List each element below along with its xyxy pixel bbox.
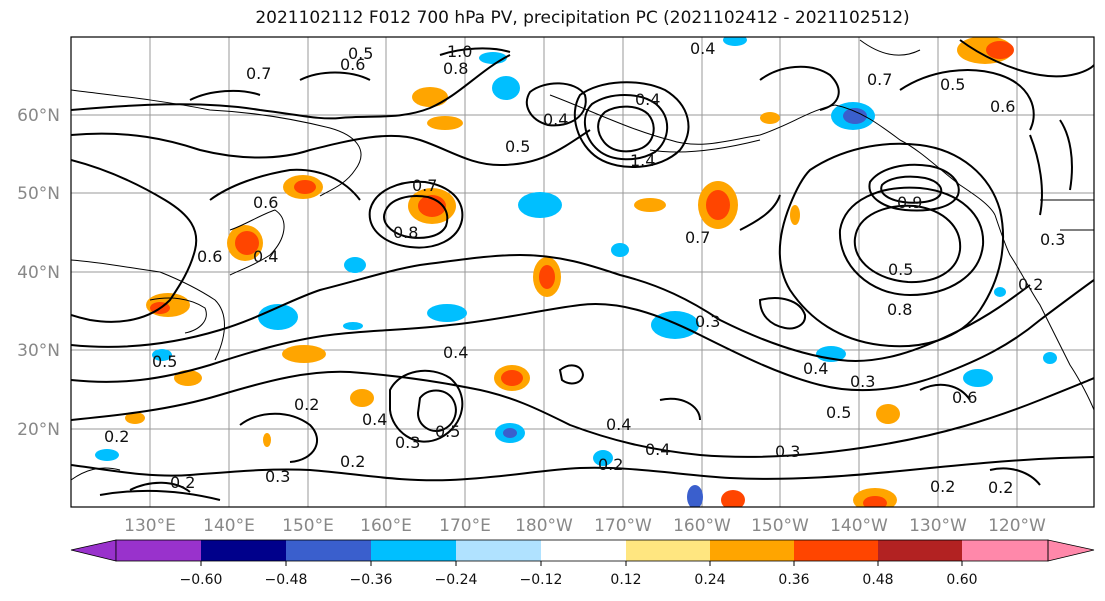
contour-label: 0.4 (253, 247, 278, 266)
lon-label: 120°W (988, 516, 1046, 536)
precip-negative (95, 37, 1057, 507)
colorbar-segment (116, 540, 201, 561)
contour-label: 0.3 (775, 442, 800, 461)
contour-label: 0.4 (645, 440, 670, 459)
contour-label: 0.4 (606, 415, 631, 434)
colorbar-segment (962, 540, 1048, 561)
lon-label: 180°W (515, 516, 573, 536)
colorbar-extend-left (70, 539, 117, 562)
lon-label: 130°W (909, 516, 967, 536)
colorbar-segment (878, 540, 962, 561)
colorbar-segment (201, 540, 286, 561)
contour-label: 0.6 (952, 388, 977, 407)
contour-label: 0.5 (940, 75, 965, 94)
lon-label: 160°W (673, 516, 731, 536)
lon-label: 130°E (124, 516, 176, 536)
colorbar-tick: 0.12 (610, 572, 641, 588)
contour-label: 0.4 (803, 359, 828, 378)
colorbar-tick: −0.48 (265, 572, 308, 588)
contour-label: 0.8 (393, 223, 418, 242)
colorbar-extend-right (1047, 539, 1095, 562)
lat-label: 40°N (17, 263, 60, 283)
contour-label: 0.5 (152, 352, 177, 371)
contour-label: 0.5 (888, 260, 913, 279)
contour-label: 0.5 (435, 422, 460, 441)
contour-label: 0.2 (930, 477, 955, 496)
colorbar-tick: 0.36 (778, 572, 809, 588)
colorbar-segment (371, 540, 456, 561)
contour-label: 0.3 (265, 467, 290, 486)
lon-label: 140°W (830, 516, 888, 536)
lon-label: 160°E (360, 516, 412, 536)
contour-label: 1.0 (447, 42, 472, 61)
contour-label: 0.3 (695, 312, 720, 331)
contour-label: 0.5 (505, 137, 530, 156)
coastlines (71, 39, 1094, 481)
colorbar-tick: −0.24 (435, 572, 478, 588)
colorbar-segment (794, 540, 878, 561)
colorbar-tick: 0.60 (946, 572, 977, 588)
contour-label: 0.8 (887, 300, 912, 319)
lon-label: 140°E (203, 516, 255, 536)
lat-label: 60°N (17, 106, 60, 126)
longitude-labels: 130°E 140°E 150°E 160°E 170°E 180°W 170°… (124, 516, 1046, 536)
contour-label: 0.3 (850, 372, 875, 391)
contour-label: 0.7 (867, 70, 892, 89)
contour-label: 0.3 (1040, 230, 1065, 249)
contour-label: 0.9 (897, 193, 922, 212)
contour-label: 0.4 (635, 90, 660, 109)
colorbar-segment (626, 540, 710, 561)
colorbar-segment (286, 540, 371, 561)
lat-label: 50°N (17, 184, 60, 204)
contour-label: 0.4 (543, 110, 568, 129)
lon-label: 150°E (282, 516, 334, 536)
lon-label: 150°W (751, 516, 809, 536)
contour-label: 0.4 (690, 39, 715, 58)
contour-label: 0.4 (362, 410, 387, 429)
lat-label: 30°N (17, 341, 60, 361)
colorbar-tick: −0.36 (350, 572, 393, 588)
contour-label: 0.5 (348, 44, 373, 63)
contour-label: 0.2 (988, 478, 1013, 497)
map-title: 2021102112 F012 700 hPa PV, precipitatio… (255, 8, 910, 28)
contour-label: 0.3 (395, 433, 420, 452)
lon-label: 170°E (439, 516, 491, 536)
colorbar-segment (541, 540, 626, 561)
lat-label: 20°N (17, 420, 60, 440)
contour-label: 0.8 (443, 59, 468, 78)
colorbar-tick: −0.60 (180, 572, 223, 588)
colorbar-segment (710, 540, 794, 561)
contour-label: 0.6 (340, 55, 365, 74)
pv-contours (71, 39, 1094, 501)
colorbar: −0.60 −0.48 −0.36 −0.24 −0.12 0.12 0.24 … (70, 539, 1095, 588)
contour-label: 0.2 (598, 455, 623, 474)
colorbar-segment (456, 540, 541, 561)
contour-label: 0.2 (340, 452, 365, 471)
contour-label: 0.7 (246, 64, 271, 83)
contour-label: 0.6 (197, 247, 222, 266)
contour-label: 0.2 (170, 473, 195, 492)
lon-label: 170°W (594, 516, 652, 536)
contour-label: 0.2 (294, 395, 319, 414)
contour-label: 0.5 (826, 403, 851, 422)
contour-label: 0.2 (1018, 275, 1043, 294)
contour-label: 0.6 (253, 193, 278, 212)
latitude-labels: 60°N 50°N 40°N 30°N 20°N (17, 106, 60, 440)
contour-label: 0.6 (990, 97, 1015, 116)
contour-label: 0.4 (443, 343, 468, 362)
contour-label: 1.4 (630, 151, 655, 170)
contour-labels: 0.7 0.5 0.6 1.0 0.8 0.4 0.5 0.4 1.4 0.4 … (104, 39, 1065, 497)
contour-label: 0.2 (104, 427, 129, 446)
colorbar-tick: 0.48 (862, 572, 893, 588)
contour-label: 0.7 (685, 228, 710, 247)
colorbar-tick: 0.24 (694, 572, 725, 588)
colorbar-tick: −0.12 (520, 572, 563, 588)
contour-label: 0.7 (412, 176, 437, 195)
